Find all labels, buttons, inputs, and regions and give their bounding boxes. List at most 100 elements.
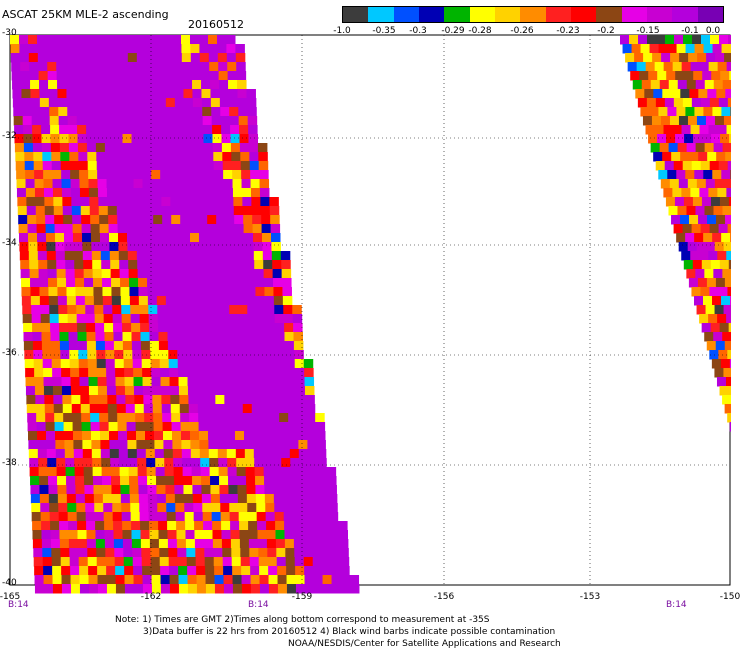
- data-cell: [103, 314, 114, 324]
- data-cell: [263, 458, 273, 468]
- data-cell: [248, 539, 259, 549]
- data-cell: [207, 215, 217, 225]
- data-cell: [133, 386, 144, 396]
- data-cell: [138, 278, 148, 288]
- data-cell: [61, 566, 71, 576]
- data-cell: [136, 44, 146, 54]
- data-cell: [235, 431, 245, 441]
- data-cell: [13, 116, 24, 126]
- data-cell: [705, 242, 716, 252]
- data-cell: [37, 251, 48, 261]
- data-cell: [32, 539, 43, 549]
- data-cell: [110, 269, 121, 279]
- data-cell: [84, 80, 94, 90]
- data-cell: [232, 377, 243, 387]
- data-cell: [217, 449, 228, 459]
- data-cell: [76, 107, 86, 117]
- data-cell: [46, 233, 56, 243]
- data-cell: [268, 386, 279, 396]
- colorbar-label: -0.23: [556, 26, 580, 36]
- data-cell: [140, 125, 150, 135]
- data-cell: [259, 386, 270, 396]
- data-cell: [142, 584, 153, 594]
- data-cell: [707, 152, 717, 162]
- data-cell: [191, 62, 201, 72]
- data-cell: [38, 260, 48, 270]
- data-cell: [22, 314, 33, 324]
- data-cell: [147, 80, 157, 90]
- data-cell: [106, 188, 117, 198]
- data-cell: [185, 134, 195, 144]
- data-cell: [72, 215, 82, 225]
- data-cell: [237, 80, 247, 90]
- data-cell: [275, 521, 285, 531]
- data-cell: [118, 449, 129, 459]
- data-cell: [198, 413, 208, 423]
- data-cell: [143, 395, 153, 405]
- data-cell: [225, 422, 236, 432]
- data-cell: [696, 242, 707, 252]
- data-cell: [237, 278, 247, 288]
- data-cell: [295, 584, 306, 594]
- data-cell: [75, 89, 85, 99]
- data-cell: [28, 431, 38, 441]
- data-cell: [192, 80, 202, 90]
- data-cell: [669, 179, 680, 189]
- data-cell: [16, 179, 27, 189]
- data-cell: [42, 557, 53, 567]
- data-cell: [76, 305, 86, 315]
- data-cell: [620, 35, 630, 45]
- data-cell: [38, 467, 49, 477]
- data-cell: [158, 323, 168, 333]
- data-cell: [56, 260, 66, 270]
- data-cell: [34, 386, 45, 396]
- data-cell: [203, 125, 213, 135]
- data-cell: [102, 80, 112, 90]
- data-cell: [175, 512, 186, 522]
- data-cell: [187, 179, 198, 189]
- data-cell: [167, 539, 178, 549]
- data-cell: [211, 305, 221, 315]
- data-cell: [82, 44, 92, 54]
- data-cell: [284, 332, 294, 342]
- data-cell: [227, 467, 238, 477]
- data-cell: [97, 386, 108, 396]
- data-cell: [120, 476, 130, 486]
- data-cell: [653, 152, 663, 162]
- data-cell: [202, 314, 213, 324]
- data-cell: [158, 143, 169, 153]
- data-cell: [225, 215, 235, 225]
- data-cell: [261, 413, 271, 423]
- data-cell: [135, 413, 145, 423]
- data-cell: [163, 242, 173, 252]
- data-cell: [46, 449, 57, 459]
- data-cell: [82, 242, 92, 252]
- data-cell: [109, 449, 120, 459]
- data-cell: [68, 530, 78, 540]
- data-cell: [63, 422, 74, 432]
- data-cell: [256, 305, 266, 315]
- data-cell: [640, 44, 651, 54]
- data-cell: [136, 233, 146, 243]
- data-cell: [186, 152, 196, 162]
- data-cell: [110, 62, 120, 72]
- data-cell: [137, 62, 147, 72]
- data-cell: [127, 44, 137, 54]
- data-cell: [169, 377, 180, 387]
- data-cell: [109, 233, 119, 243]
- data-cell: [676, 44, 687, 54]
- data-cell: [662, 89, 672, 99]
- data-cell: [124, 188, 135, 198]
- data-cell: [194, 125, 204, 135]
- data-cell: [42, 548, 52, 558]
- data-cell: [196, 170, 206, 180]
- data-cell: [68, 323, 78, 333]
- data-cell: [675, 71, 685, 81]
- data-cell: [140, 341, 151, 351]
- data-cell: [285, 359, 296, 369]
- data-cell: [701, 260, 712, 270]
- data-cell: [157, 503, 167, 513]
- data-cell: [118, 431, 128, 441]
- data-cell: [133, 575, 144, 585]
- data-cell: [44, 395, 54, 405]
